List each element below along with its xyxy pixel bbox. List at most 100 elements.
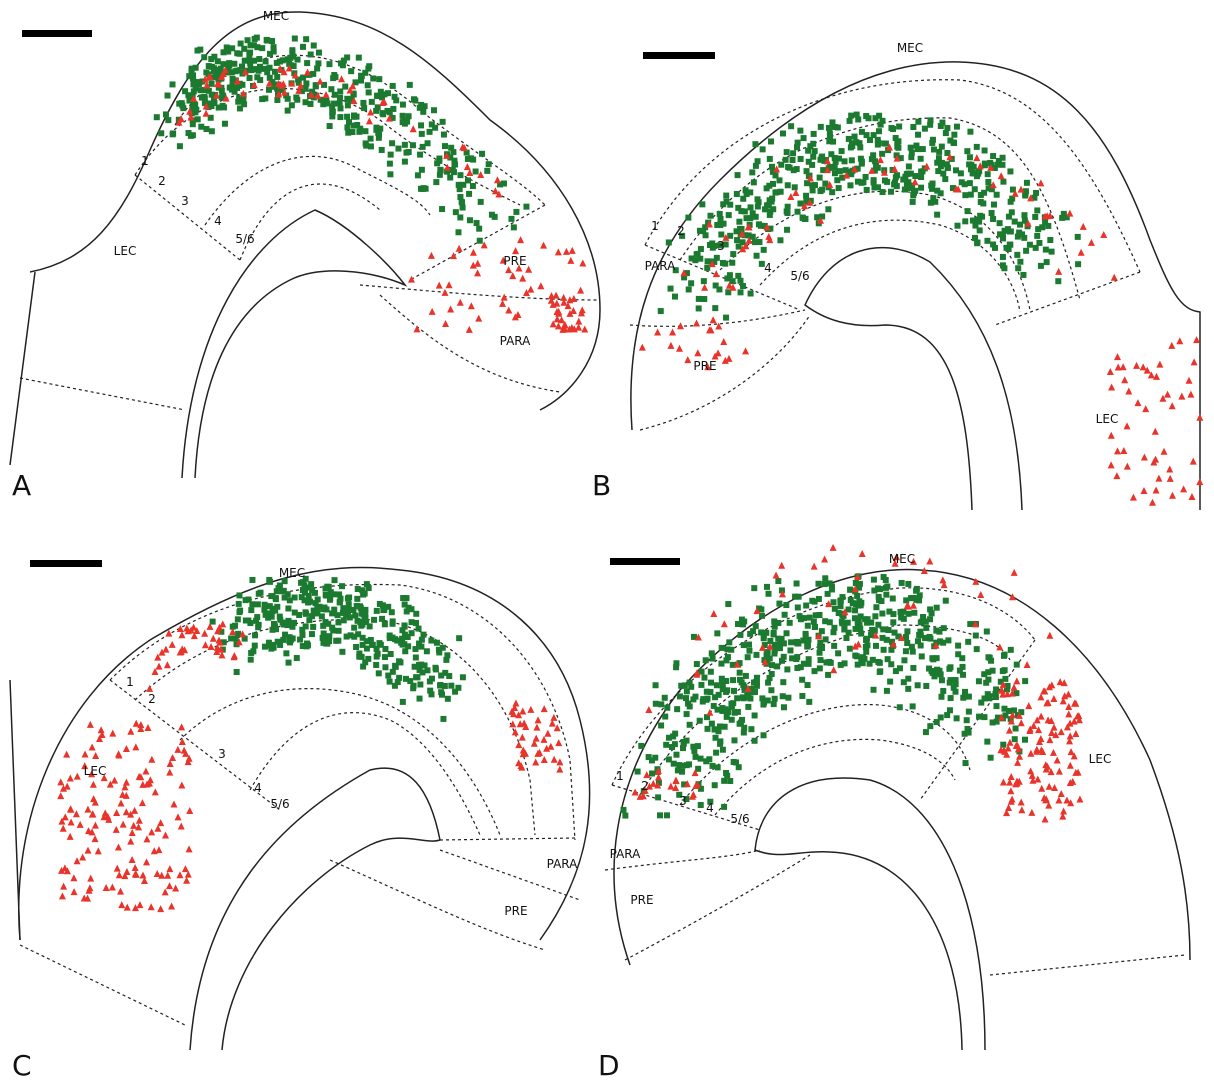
cell-square [741,232,748,239]
cell-square [983,628,990,635]
cell-square [741,724,748,731]
cell-square [860,179,867,186]
cell-square [676,762,683,769]
cell-square [251,642,258,649]
cell-square [933,655,940,662]
cell-square [772,172,779,179]
cell-square [469,183,476,190]
cell-triangle [128,828,136,836]
cell-triangle [1140,453,1148,461]
cell-square [747,189,754,196]
cell-square [758,629,765,636]
cell-square [457,214,464,221]
cell-triangle [565,325,573,333]
cell-square [374,93,381,100]
cell-square [959,655,966,662]
region-label: MEC [279,566,305,580]
cell-square [690,743,697,750]
cell-square [976,713,983,720]
cell-square [367,143,374,150]
cell-triangle [469,261,477,269]
cell-square [898,579,905,586]
cell-square [293,655,300,662]
cell-triangle [1057,789,1065,797]
cell-square [704,695,711,702]
cell-square [931,673,938,680]
cell-triangle [898,634,906,642]
cell-square [951,140,958,147]
cell-square [934,211,941,218]
cell-square [261,65,268,72]
cell-square [786,164,793,171]
cell-triangle [209,634,217,642]
cell-square [427,687,434,694]
cell-square [665,734,672,741]
cell-square [696,717,703,724]
cell-square [1033,189,1040,196]
cell-triangle [946,153,954,161]
cell-square [856,622,863,629]
cell-triangle [118,901,126,909]
cell-square [690,633,697,640]
cell-triangle [1065,710,1073,718]
cell-square [748,726,755,733]
cell-triangle [636,792,644,800]
cell-square [800,637,807,644]
cell-square [915,131,922,138]
region-label: 1 [126,675,134,689]
cell-square [734,172,741,179]
cell-square [665,756,672,763]
cell-square [331,606,338,613]
cell-square [944,712,951,719]
cell-square [473,220,480,227]
cell-square [962,760,969,767]
cell-square [401,601,408,608]
cell-square [969,217,976,224]
cell-square [752,623,759,630]
outlines [9,11,1201,1051]
cell-square [778,587,785,594]
cell-square [1037,262,1044,269]
cell-square [416,640,423,647]
cell-triangle [115,750,123,758]
cell-square [868,619,875,626]
cell-square [704,725,711,732]
region-label: 4 [214,214,222,228]
cell-triangle [168,902,176,910]
cell-square [870,177,877,184]
region-label: PARA [547,857,579,871]
cell-square [361,105,368,112]
cell-square [876,112,883,119]
cell-triangle [693,670,701,678]
cell-triangle [474,269,482,277]
cell-square [208,103,215,110]
cell-square [991,244,998,251]
cell-square [407,678,414,685]
cell-triangle [81,762,89,770]
cell-square [727,777,734,784]
cell-square [821,581,828,588]
cell-square [707,798,714,805]
cell-square [799,692,806,699]
cell-square [700,278,707,285]
cell-square [883,591,890,598]
cell-square [961,181,968,188]
cell-square [951,131,958,138]
cell-triangle [763,223,771,231]
cell-triangle [1196,413,1204,421]
cell-square [164,92,171,99]
cell-square [290,53,297,60]
cell-square [760,635,767,642]
cell-square [812,612,819,619]
cell-square [634,768,641,775]
cell-square [745,232,752,239]
cell-triangle [753,607,761,615]
cell-triangle [923,162,931,170]
cell-square [247,656,254,663]
cell-square [837,661,844,668]
cell-triangle [127,837,135,845]
cell-triangle [1009,711,1017,719]
cell-square [268,645,275,652]
cell-square [714,630,721,637]
cell-square [322,635,329,642]
